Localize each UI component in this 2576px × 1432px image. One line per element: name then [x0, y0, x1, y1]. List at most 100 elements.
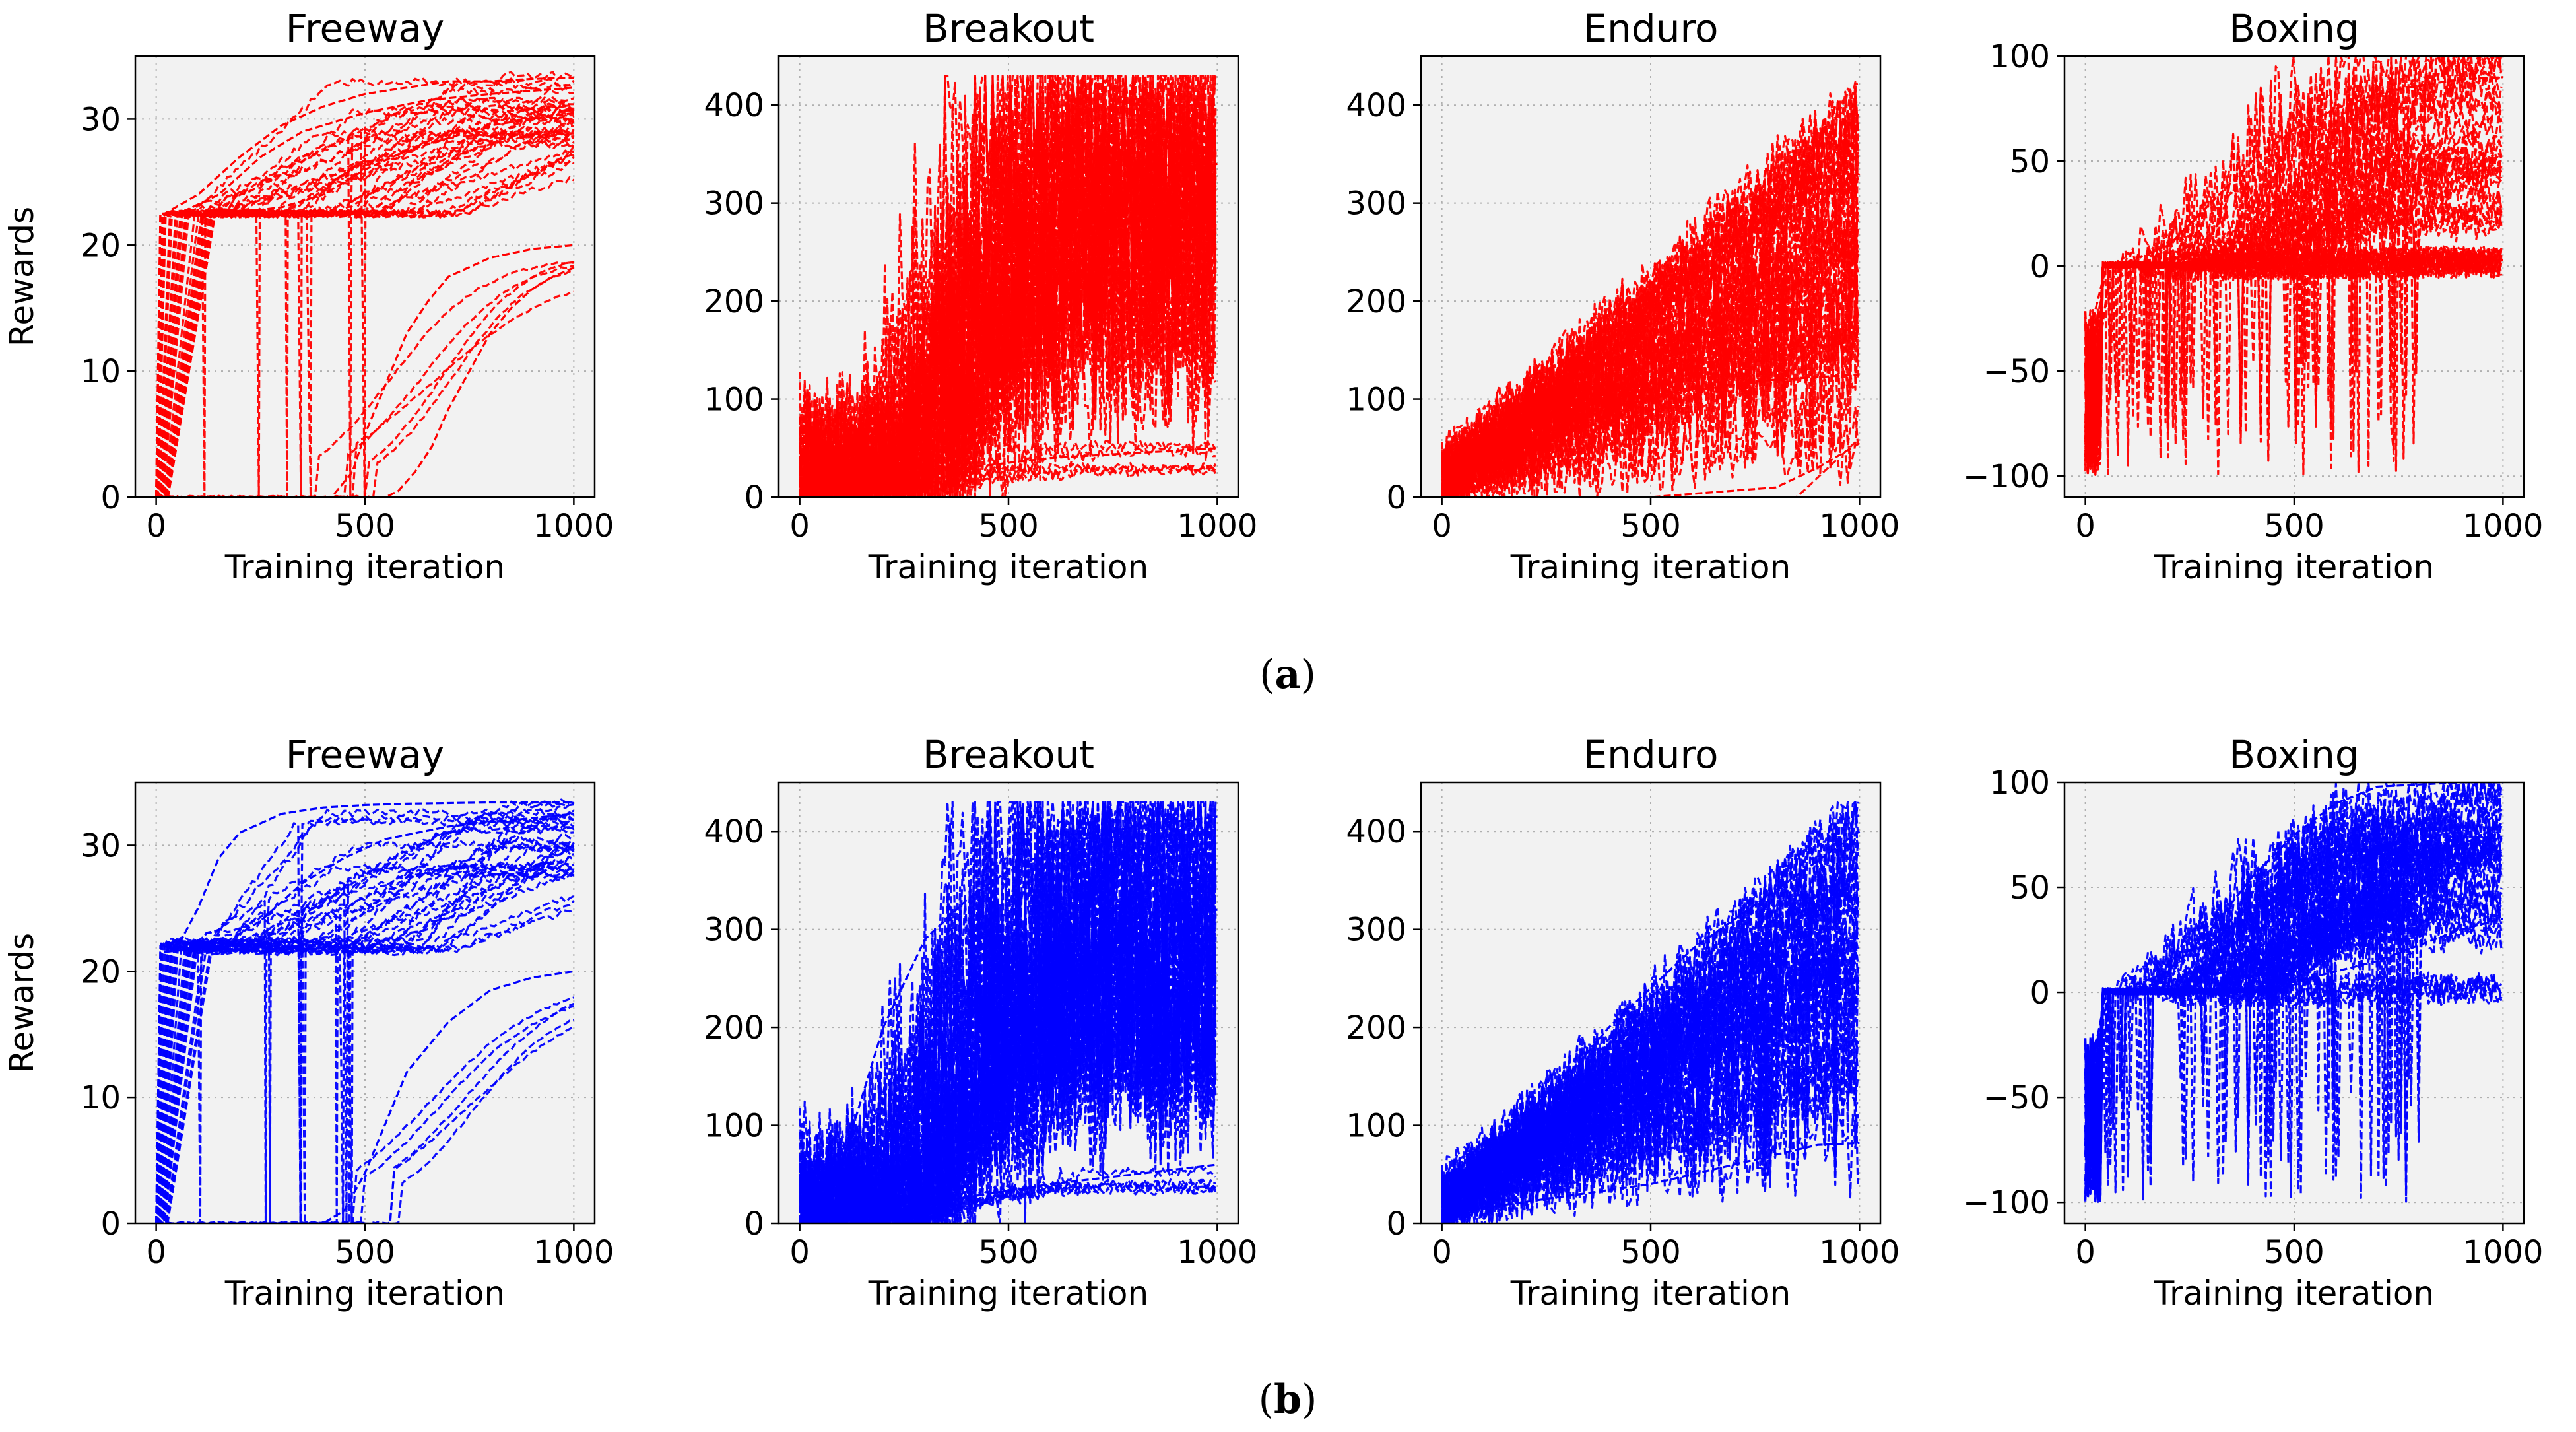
series-key-line-a-breakout-2	[799, 447, 1218, 497]
xlabel-b-enduro: Training iteration	[1510, 1274, 1791, 1313]
caption-b-close: )	[1302, 1377, 1317, 1423]
ytick-label-a-enduro-2: 200	[1346, 283, 1406, 320]
series-line-b-breakout-38	[799, 801, 1217, 1223]
chart-title-a-freeway: Freeway	[286, 6, 444, 51]
series-line-b-breakout-39	[799, 864, 1217, 1223]
series-key-line-b-breakout-1	[799, 908, 1218, 1223]
series-line-a-freeway-27	[156, 103, 575, 497]
xtick-label-b-breakout-0: 0	[789, 1234, 810, 1271]
chart-title-b-enduro: Enduro	[1583, 732, 1718, 777]
series-line-b-breakout-37	[799, 883, 1217, 1223]
ytick-label-a-freeway-2: 20	[81, 227, 121, 264]
ytick-label-b-breakout-3: 300	[704, 912, 764, 949]
xtick-label-a-boxing-2: 1000	[2462, 508, 2543, 545]
xtick-label-b-enduro-2: 1000	[1819, 1234, 1899, 1271]
ytick-label-b-breakout-2: 200	[704, 1009, 764, 1046]
xtick-label-b-enduro-1: 500	[1620, 1234, 1681, 1271]
series-line-a-freeway-37	[156, 106, 574, 497]
caption-a: (a)	[1259, 652, 1316, 698]
series-line-a-breakout-38	[799, 75, 1217, 497]
ytick-label-b-freeway-0: 0	[100, 1206, 121, 1243]
series-line-a-boxing-35	[2084, 152, 2503, 472]
series-line-b-freeway-37	[156, 864, 575, 1223]
ytick-label-a-boxing-2: 0	[2030, 248, 2050, 285]
series-key-line-b-breakout-2	[799, 1163, 1218, 1223]
series-line-a-boxing-38	[2084, 200, 2503, 463]
ytick-label-a-enduro-0: 0	[1386, 479, 1406, 516]
series-key-line-b-boxing-2	[2084, 918, 2503, 1182]
xtick-label-a-boxing-1: 500	[2264, 508, 2325, 545]
xtick-label-b-breakout-1: 500	[978, 1234, 1039, 1271]
series-key-line-b-enduro-0	[1441, 830, 1861, 1195]
xtick-label-a-breakout-2: 1000	[1177, 508, 1257, 545]
series-line-a-freeway-21	[156, 129, 574, 497]
chart-b-boxing: 0 500 1000 −100 −50 0 50 100 Boxing Training iter…	[1963, 732, 2543, 1313]
xtick-label-a-enduro-1: 500	[1620, 508, 1681, 545]
series-key-line-a-freeway-2	[155, 112, 574, 497]
xtick-label-b-freeway-0: 0	[146, 1234, 166, 1271]
series-line-a-freeway-24	[156, 135, 574, 497]
ytick-label-a-breakout-1: 100	[704, 382, 764, 419]
series-line-b-freeway-17	[156, 840, 574, 1223]
ytick-label-b-freeway-1: 10	[81, 1079, 121, 1116]
series-key-line-b-enduro-2	[1441, 1142, 1860, 1215]
series-group-a-freeway	[155, 71, 575, 497]
xtick-label-b-boxing-2: 1000	[2462, 1234, 2543, 1271]
series-group-a-boxing	[2084, 56, 2504, 477]
series-line-b-breakout-36	[799, 801, 1217, 1223]
xtick-label-a-enduro-2: 1000	[1819, 508, 1899, 545]
series-key-line-a-boxing-0	[2084, 76, 2503, 393]
series-line-b-boxing-26	[2085, 836, 2503, 1186]
ytick-label-b-freeway-2: 20	[81, 953, 121, 990]
xlabel-b-breakout: Training iteration	[868, 1274, 1148, 1313]
xtick-label-b-freeway-1: 500	[335, 1234, 395, 1271]
series-line-a-enduro-5	[1441, 248, 1859, 497]
series-line-b-freeway-19	[156, 814, 574, 1223]
series-key-line-a-breakout-0	[799, 104, 1218, 489]
xlabel-a-boxing: Training iteration	[2154, 548, 2434, 586]
series-line-b-breakout-29	[799, 950, 1217, 1223]
series-line-b-enduro-33	[1441, 865, 1859, 1223]
xtick-label-b-enduro-0: 0	[1432, 1234, 1452, 1271]
ytick-label-b-boxing-0: −100	[1963, 1184, 2050, 1221]
ytick-label-b-boxing-4: 100	[1989, 765, 2050, 801]
series-line-b-freeway-18	[156, 817, 574, 1223]
series-line-b-enduro-35	[1441, 1021, 1859, 1223]
series-group-b-boxing	[2084, 782, 2504, 1203]
chart-title-a-boxing: Boxing	[2229, 6, 2360, 51]
ytick-label-a-freeway-3: 30	[81, 101, 121, 138]
ytick-label-b-enduro-4: 400	[1346, 813, 1406, 850]
series-line-b-freeway-39	[156, 815, 575, 1223]
ytick-label-a-breakout-4: 400	[704, 87, 764, 124]
caption-b: (b)	[1259, 1377, 1317, 1423]
series-group-a-enduro	[1441, 81, 1861, 497]
series-key-line-a-boxing-1	[2084, 108, 2504, 351]
series-group-b-freeway	[155, 798, 575, 1223]
chart-title-b-freeway: Freeway	[286, 732, 444, 777]
ytick-label-b-freeway-3: 30	[81, 827, 121, 864]
series-key-line-a-boxing-2	[2084, 259, 2503, 456]
series-key-line-a-enduro-0	[1441, 172, 1861, 479]
series-key-line-b-freeway-1	[155, 813, 574, 1223]
ytick-label-b-boxing-3: 50	[2010, 869, 2050, 906]
ytick-label-a-boxing-1: −50	[1983, 353, 2050, 390]
caption-a-open: (	[1259, 652, 1274, 698]
caption-a-letter: a	[1275, 652, 1301, 698]
series-line-a-enduro-35	[1441, 302, 1859, 497]
series-line-b-enduro-39	[1441, 906, 1859, 1223]
series-group-a-breakout	[799, 75, 1218, 497]
ytick-label-a-freeway-1: 10	[81, 353, 121, 390]
xtick-label-a-boxing-0: 0	[2075, 508, 2096, 545]
xtick-label-b-freeway-2: 1000	[533, 1234, 614, 1271]
series-line-a-enduro-28	[1441, 207, 1859, 497]
series-line-b-freeway-32	[156, 840, 574, 1223]
series-key-line-a-enduro-2	[1441, 442, 1861, 497]
series-line-b-boxing-17	[2084, 802, 2503, 1196]
series-line-b-enduro-38	[1441, 908, 1859, 1223]
chart-title-b-boxing: Boxing	[2229, 732, 2360, 777]
series-line-b-freeway-2	[156, 1005, 574, 1223]
series-line-a-boxing-39	[2084, 139, 2501, 452]
series-line-a-enduro-36	[1441, 81, 1859, 493]
